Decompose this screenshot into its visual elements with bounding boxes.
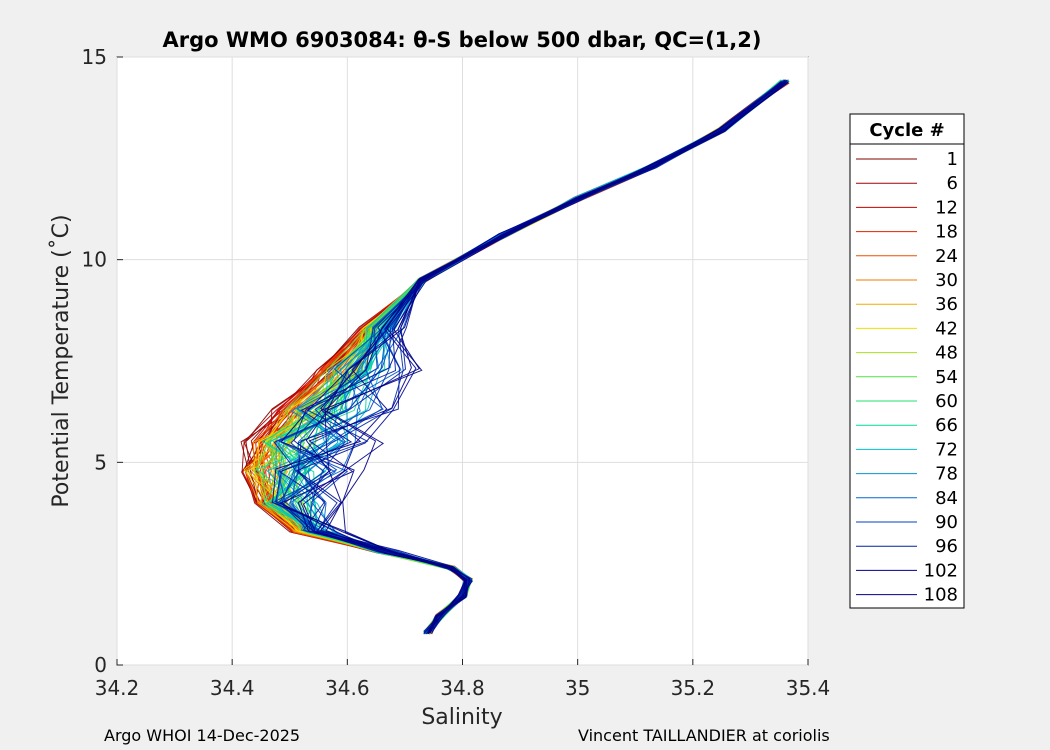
legend-title: Cycle # — [869, 120, 944, 141]
x-tick-label: 34.8 — [440, 676, 485, 700]
y-ticks: 0 5 10 15 — [82, 45, 123, 677]
legend-label: 12 — [935, 197, 958, 218]
x-tick-label: 34.6 — [325, 676, 370, 700]
legend-label: 66 — [935, 415, 958, 436]
x-tick-label: 34.4 — [210, 676, 255, 700]
legend-label: 24 — [935, 246, 958, 267]
chart-title: Argo WMO 6903084: θ-S below 500 dbar, QC… — [163, 28, 762, 52]
legend-label: 84 — [935, 488, 958, 509]
legend-label: 78 — [935, 464, 958, 485]
x-axis-label: Salinity — [421, 705, 502, 730]
legend-label: 54 — [935, 367, 958, 388]
cycle-profile-line — [272, 80, 787, 632]
legend-label: 36 — [935, 294, 958, 315]
legend-box — [849, 113, 965, 609]
legend-label: 72 — [935, 439, 958, 460]
legend-label: 30 — [935, 270, 958, 291]
y-tick-label: 0 — [94, 653, 107, 677]
legend-label: 6 — [947, 173, 958, 194]
legend-label: 108 — [924, 585, 958, 606]
cycle-profile-line — [319, 82, 789, 632]
x-tick-label: 35.2 — [671, 676, 716, 700]
y-tick-label: 10 — [82, 248, 107, 272]
footer-right: Vincent TAILLANDIER at coriolis — [578, 726, 830, 745]
legend-label: 60 — [935, 391, 958, 412]
x-tick-label: 34.2 — [95, 676, 140, 700]
legend-label: 1 — [947, 149, 958, 170]
legend-label: 42 — [935, 318, 958, 339]
y-axis-label: Potential Temperature (˚C) — [49, 214, 74, 507]
legend: Cycle # 1 6 12 18 24 30 36 42 48 54 60 66 72 78 84 90 96… — [849, 113, 965, 609]
series-group — [240, 79, 790, 635]
y-tick-label: 15 — [82, 45, 107, 69]
legend-items: 1 6 12 18 24 30 36 42 48 54 60 66 72 78 84 90 96 102 108 — [856, 149, 958, 606]
footer-left: Argo WHOI 14-Dec-2025 — [104, 726, 300, 745]
legend-label: 48 — [935, 343, 958, 364]
cycle-profile-line — [279, 81, 786, 634]
legend-label: 102 — [924, 560, 958, 581]
legend-label: 96 — [935, 536, 958, 557]
x-tick-label: 35.4 — [786, 676, 831, 700]
x-tick-label: 35 — [565, 676, 590, 700]
x-ticks: 34.2 34.4 34.6 34.8 35 35.2 35.4 — [95, 659, 831, 700]
y-tick-label: 5 — [94, 450, 107, 474]
legend-label: 90 — [935, 512, 958, 533]
legend-label: 18 — [935, 222, 958, 243]
